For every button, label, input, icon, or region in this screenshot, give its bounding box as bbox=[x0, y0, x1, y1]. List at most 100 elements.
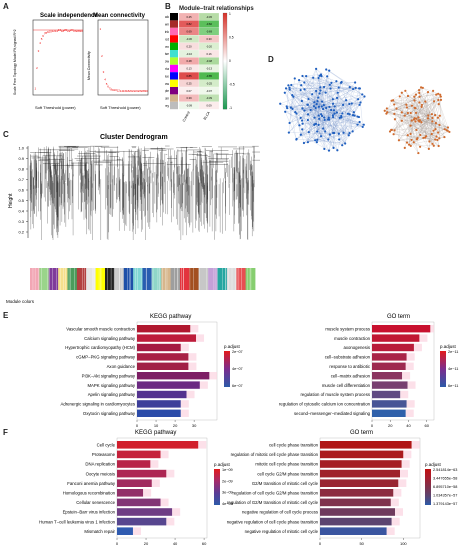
c-ytick: 0.2 bbox=[18, 230, 24, 235]
network-node bbox=[328, 83, 331, 86]
go-e-bar bbox=[372, 343, 414, 352]
sf-point: 9 bbox=[47, 30, 49, 34]
heat-value: -0.25 bbox=[206, 81, 212, 85]
go-e-term: axonogenesis bbox=[343, 345, 370, 350]
module-color-block bbox=[86, 268, 97, 290]
heat-value: -0.30 bbox=[186, 37, 192, 41]
network-node bbox=[393, 118, 397, 121]
module-name: purple bbox=[165, 89, 169, 93]
network-node bbox=[335, 80, 338, 83]
network-node bbox=[443, 135, 446, 139]
network-node bbox=[418, 91, 421, 95]
go-f-bar bbox=[320, 489, 394, 497]
mc-point: 20 bbox=[129, 89, 133, 93]
network-node bbox=[335, 96, 339, 99]
go-e-tick: 60 bbox=[424, 423, 429, 428]
network-node bbox=[325, 68, 328, 71]
module-name: grey bbox=[165, 104, 169, 108]
network-node bbox=[438, 137, 441, 140]
go-e-term: second−messenger−mediated signaling bbox=[294, 411, 371, 416]
kegg-f-term: Epstein−Barr virus infection bbox=[63, 510, 116, 515]
mc-point: 8 bbox=[110, 87, 112, 91]
kegg-e-bar bbox=[137, 343, 181, 352]
network-node bbox=[284, 110, 287, 113]
kegg-e-tick: 0 bbox=[136, 423, 139, 428]
kegg-e-term: Apelin signaling pathway bbox=[88, 392, 136, 397]
kegg-e-term: Hypertrophic cardiomyopathy (HCM) bbox=[65, 345, 135, 350]
network-node bbox=[352, 111, 355, 114]
network-node bbox=[301, 107, 304, 110]
c-ytick: 0.8 bbox=[18, 167, 24, 172]
heat-value: -0.45 bbox=[206, 15, 212, 19]
go-e-bar bbox=[372, 381, 408, 389]
go-f-term: cell cycle G2/M phase transition bbox=[257, 471, 318, 476]
network-node bbox=[350, 102, 353, 105]
network-node bbox=[297, 79, 301, 82]
network-node bbox=[404, 89, 407, 92]
network-node bbox=[357, 98, 360, 101]
sf-point: 6 bbox=[42, 34, 44, 38]
network-node bbox=[414, 93, 418, 96]
module-color-block bbox=[48, 268, 59, 290]
network-node bbox=[415, 117, 418, 120]
panel-label-f: F bbox=[3, 428, 8, 437]
network-node bbox=[303, 109, 306, 112]
module-swatch bbox=[170, 20, 178, 28]
network-node bbox=[435, 135, 438, 138]
network-node bbox=[303, 81, 306, 84]
go-f-legend-bar bbox=[425, 469, 431, 505]
go-f-tick: 50 bbox=[359, 541, 364, 546]
go-e-term: regulation of cytosolic calcium ion conc… bbox=[279, 402, 371, 407]
network-node bbox=[351, 87, 355, 91]
network-node bbox=[361, 125, 364, 129]
network-node bbox=[409, 144, 412, 147]
module-color-block bbox=[245, 268, 256, 290]
network-node bbox=[431, 142, 434, 145]
kegg-e-bar bbox=[137, 325, 191, 333]
network-node bbox=[417, 119, 420, 122]
network-node bbox=[318, 117, 321, 120]
network-node bbox=[295, 112, 298, 115]
kegg-e-term: cGMP−PKG signaling pathway bbox=[76, 355, 136, 360]
mc-point: 1 bbox=[100, 27, 102, 31]
network-node bbox=[311, 93, 314, 96]
network-node bbox=[317, 114, 320, 117]
module-color-block bbox=[161, 268, 172, 290]
network-node bbox=[430, 132, 433, 136]
network-node bbox=[317, 76, 320, 80]
module-color-bar bbox=[30, 268, 256, 290]
network-node bbox=[413, 95, 416, 98]
go-f-legend-label: 3.447655e−58 bbox=[433, 477, 457, 481]
network-node bbox=[288, 88, 291, 91]
network-node bbox=[287, 131, 290, 134]
trait-label: BLCA bbox=[203, 110, 211, 120]
network-node bbox=[300, 99, 303, 103]
mc-point: 5 bbox=[106, 82, 108, 86]
kegg-e-tick: 30 bbox=[192, 423, 197, 428]
network-node bbox=[284, 87, 288, 90]
module-swatch bbox=[170, 64, 178, 73]
kegg-f-title: KEGG pathway bbox=[135, 430, 176, 436]
go-f-legend-label: 1.379143e−57 bbox=[433, 502, 457, 506]
network-node bbox=[431, 116, 434, 120]
go-e-bar bbox=[372, 409, 406, 417]
module-colors-label: Module colors bbox=[6, 299, 35, 304]
network-node bbox=[410, 138, 413, 142]
panel-a-right-title: Mean connectivity bbox=[93, 13, 146, 19]
module-name: greenyellow bbox=[165, 60, 170, 64]
module-swatch bbox=[170, 57, 178, 65]
go-f-bar bbox=[320, 479, 399, 487]
module-trait-heatmap: black 0.45 -0.45 brown 0.82 -0.82 pink 0.69 -0.6… bbox=[165, 12, 235, 122]
network-node bbox=[419, 133, 422, 137]
kegg-e-bar bbox=[137, 362, 189, 370]
panel-a: Scale independence Mean connectivity Sca… bbox=[13, 13, 149, 110]
kegg-e-legend-label: 2e−07 bbox=[232, 350, 243, 354]
go-f-bar bbox=[320, 498, 391, 507]
heat-value: -0.09 bbox=[186, 104, 192, 108]
network-node bbox=[288, 86, 291, 89]
go-f-bar bbox=[320, 508, 395, 516]
network-node bbox=[342, 103, 345, 106]
mc-point: 10 bbox=[114, 88, 118, 92]
scale-tick: 0 bbox=[229, 59, 231, 63]
